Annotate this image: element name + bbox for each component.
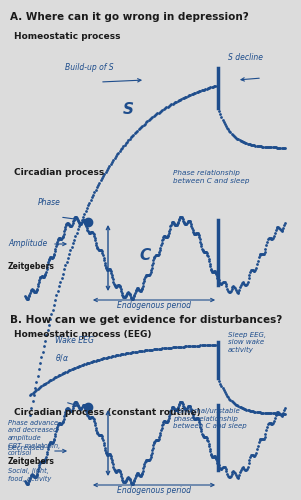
Text: S decline: S decline — [228, 53, 263, 62]
Text: Abnormal/unstable
phase relationship
between C and sleep: Abnormal/unstable phase relationship bet… — [173, 408, 247, 430]
Text: Amplitude: Amplitude — [8, 240, 47, 248]
Text: Homeostatic process (EEG): Homeostatic process (EEG) — [14, 330, 151, 339]
Text: Phase: Phase — [38, 198, 61, 207]
Text: Social, light,
food, activity: Social, light, food, activity — [8, 468, 51, 482]
Text: Zeitgebers: Zeitgebers — [8, 262, 55, 271]
Text: Circadian process: Circadian process — [14, 168, 104, 177]
Text: Build-up of S: Build-up of S — [65, 63, 113, 72]
Text: C: C — [139, 248, 150, 262]
Text: Sleep EEG,
slow wake
activity: Sleep EEG, slow wake activity — [228, 332, 266, 353]
Text: $\theta/\alpha$: $\theta/\alpha$ — [55, 352, 69, 363]
Text: Endogenous period: Endogenous period — [117, 301, 191, 310]
Text: Phase relationship
between C and sleep: Phase relationship between C and sleep — [173, 170, 250, 184]
Text: Phase advance
and decreased
amplitude
CBT, melatonin,
cortisol: Phase advance and decreased amplitude CB… — [8, 420, 60, 457]
Text: B. How can we get evidence for disturbances?: B. How can we get evidence for disturban… — [10, 315, 282, 325]
Text: Homeostatic process: Homeostatic process — [14, 32, 120, 41]
Text: A. Where can it go wrong in depression?: A. Where can it go wrong in depression? — [10, 12, 249, 22]
Text: Zeitgebers: Zeitgebers — [8, 457, 55, 466]
Text: Circadian process (constant routine): Circadian process (constant routine) — [14, 408, 201, 417]
Text: Wake EEG: Wake EEG — [55, 336, 94, 345]
Text: Decreased: Decreased — [8, 445, 45, 451]
Text: S: S — [123, 102, 134, 118]
Text: Endogenous period: Endogenous period — [117, 486, 191, 495]
